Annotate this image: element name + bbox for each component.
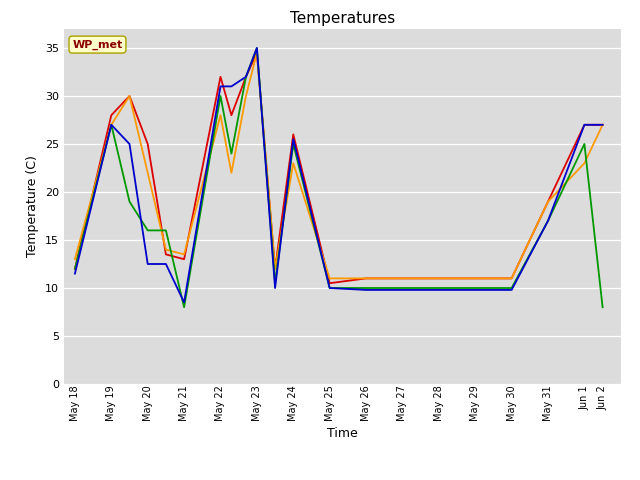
HMP [326, 276, 333, 281]
HMP [228, 170, 236, 176]
CR1000 panelT [326, 280, 333, 286]
NR01 PRT [362, 285, 370, 291]
AM25T PRT [599, 122, 607, 128]
HMP [580, 160, 588, 166]
CR1000 panelT [125, 93, 133, 99]
AM25T PRT [508, 287, 515, 293]
NR01 PRT [125, 199, 133, 204]
AM25T PRT [289, 136, 297, 142]
NR01 PRT [217, 93, 225, 99]
HMP [289, 160, 297, 166]
AM25T PRT [144, 261, 152, 267]
HMP [125, 93, 133, 99]
Line: CR1000 panelT: CR1000 panelT [75, 53, 603, 283]
AM25T PRT [71, 271, 79, 276]
CR1000 panelT [399, 276, 406, 281]
AM25T PRT [580, 122, 588, 128]
HMP [71, 256, 79, 262]
HMP [599, 122, 607, 128]
HMP [242, 93, 250, 99]
CR1000 panelT [180, 256, 188, 262]
NR01 PRT [180, 304, 188, 310]
AM25T PRT [162, 261, 170, 267]
CR1000 panelT [228, 112, 236, 118]
AM25T PRT [326, 285, 333, 291]
HMP [399, 276, 406, 281]
AM25T PRT [435, 287, 443, 293]
HMP [508, 276, 515, 281]
HMP [271, 266, 279, 272]
NR01 PRT [580, 141, 588, 147]
CR1000 panelT [599, 122, 607, 128]
X-axis label: Time: Time [327, 427, 358, 440]
HMP [362, 276, 370, 281]
Title: Temperatures: Temperatures [290, 11, 395, 26]
AM25T PRT [180, 300, 188, 305]
Text: WP_met: WP_met [72, 39, 123, 50]
HMP [217, 112, 225, 118]
NR01 PRT [108, 122, 115, 128]
NR01 PRT [599, 304, 607, 310]
CR1000 panelT [289, 132, 297, 137]
HMP [544, 199, 552, 204]
CR1000 panelT [71, 266, 79, 272]
CR1000 panelT [435, 276, 443, 281]
NR01 PRT [472, 285, 479, 291]
CR1000 panelT [144, 141, 152, 147]
CR1000 panelT [242, 74, 250, 80]
AM25T PRT [271, 285, 279, 291]
HMP [253, 50, 260, 56]
Line: HMP: HMP [75, 53, 603, 278]
AM25T PRT [125, 141, 133, 147]
AM25T PRT [399, 287, 406, 293]
CR1000 panelT [508, 276, 515, 281]
AM25T PRT [544, 218, 552, 224]
CR1000 panelT [362, 276, 370, 281]
CR1000 panelT [271, 266, 279, 272]
Line: AM25T PRT: AM25T PRT [75, 48, 603, 302]
NR01 PRT [242, 74, 250, 80]
CR1000 panelT [544, 199, 552, 204]
HMP [108, 122, 115, 128]
AM25T PRT [472, 287, 479, 293]
NR01 PRT [144, 228, 152, 233]
AM25T PRT [253, 45, 260, 51]
CR1000 panelT [108, 112, 115, 118]
CR1000 panelT [580, 122, 588, 128]
NR01 PRT [289, 141, 297, 147]
Y-axis label: Temperature (C): Temperature (C) [26, 156, 40, 257]
AM25T PRT [242, 74, 250, 80]
Line: NR01 PRT: NR01 PRT [75, 48, 603, 307]
NR01 PRT [399, 285, 406, 291]
NR01 PRT [71, 266, 79, 272]
NR01 PRT [162, 228, 170, 233]
AM25T PRT [217, 84, 225, 89]
NR01 PRT [228, 151, 236, 156]
AM25T PRT [108, 122, 115, 128]
NR01 PRT [271, 280, 279, 286]
AM25T PRT [362, 287, 370, 293]
CR1000 panelT [253, 50, 260, 56]
HMP [162, 247, 170, 252]
NR01 PRT [253, 45, 260, 51]
AM25T PRT [228, 84, 236, 89]
HMP [472, 276, 479, 281]
HMP [144, 170, 152, 176]
NR01 PRT [544, 218, 552, 224]
NR01 PRT [326, 285, 333, 291]
CR1000 panelT [162, 252, 170, 257]
CR1000 panelT [217, 74, 225, 80]
HMP [435, 276, 443, 281]
NR01 PRT [435, 285, 443, 291]
CR1000 panelT [472, 276, 479, 281]
HMP [180, 252, 188, 257]
NR01 PRT [508, 285, 515, 291]
